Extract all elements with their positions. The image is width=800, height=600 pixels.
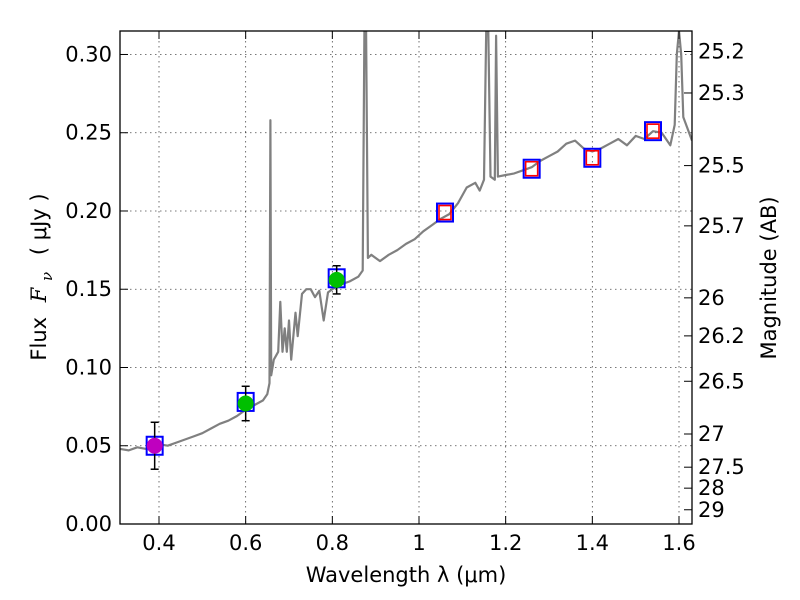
x-tick-label: 0.8 bbox=[316, 531, 349, 555]
series-layer bbox=[120, 31, 692, 470]
model-square-point bbox=[644, 121, 662, 142]
limit-square-point bbox=[585, 149, 600, 166]
y2-tick-label: 25.5 bbox=[698, 154, 745, 178]
limit-square-point bbox=[646, 123, 660, 139]
limit-square-point bbox=[438, 204, 452, 221]
y-tick-label: 0.30 bbox=[65, 42, 112, 66]
y-tick-label: 0.25 bbox=[65, 121, 112, 145]
y2-tick-label: 27.5 bbox=[698, 455, 745, 479]
x-tick-label: 1 bbox=[412, 531, 425, 555]
y-tick-label: 0.10 bbox=[65, 355, 112, 379]
tick-layer: 0.4 0.6 0.8 1 1.2 1.4 1.6 0.00 0.05 0.10 0.15 0.20 0… bbox=[65, 31, 745, 555]
y2-tick-label: 27 bbox=[698, 422, 725, 446]
y2-tick-label: 25.3 bbox=[698, 81, 745, 105]
grid-layer bbox=[120, 31, 692, 525]
y2-axis-label: Magnitude (AB) bbox=[757, 196, 781, 359]
y-tick-label: 0.20 bbox=[65, 199, 112, 223]
y-tick-label: 0.00 bbox=[65, 512, 112, 536]
y-tick-label: 0.05 bbox=[65, 434, 112, 458]
observed-point bbox=[146, 437, 163, 454]
y-axis-label: Flux F ν ( μJy ) bbox=[27, 193, 57, 360]
y2-tick-label: 28 bbox=[698, 476, 725, 500]
x-tick-label: 1.2 bbox=[489, 531, 522, 555]
y2-tick-label: 26 bbox=[698, 286, 725, 310]
x-tick-label: 0.6 bbox=[229, 531, 262, 555]
y2-tick-label: 29 bbox=[698, 498, 725, 522]
y-tick-label: 0.15 bbox=[65, 277, 112, 301]
model-square-point bbox=[583, 147, 602, 168]
model-square-point bbox=[522, 158, 541, 179]
y2-tick-label: 26.2 bbox=[698, 324, 745, 348]
model-square-point bbox=[436, 202, 454, 223]
y2-tick-label: 26.5 bbox=[698, 369, 745, 393]
x-tick-label: 1.6 bbox=[662, 531, 695, 555]
y2-tick-label: 25.2 bbox=[698, 40, 745, 64]
observed-point bbox=[328, 271, 345, 288]
x-tick-label: 1.4 bbox=[576, 531, 609, 555]
y2-tick-label: 25.7 bbox=[698, 214, 745, 238]
x-axis-label: Wavelength λ (μm) bbox=[306, 563, 507, 587]
x-tick-label: 0.4 bbox=[142, 531, 175, 555]
observed-point bbox=[237, 395, 254, 412]
spectrum-line bbox=[120, 31, 692, 452]
plot-frame bbox=[119, 30, 693, 525]
limit-square-point bbox=[524, 160, 539, 177]
